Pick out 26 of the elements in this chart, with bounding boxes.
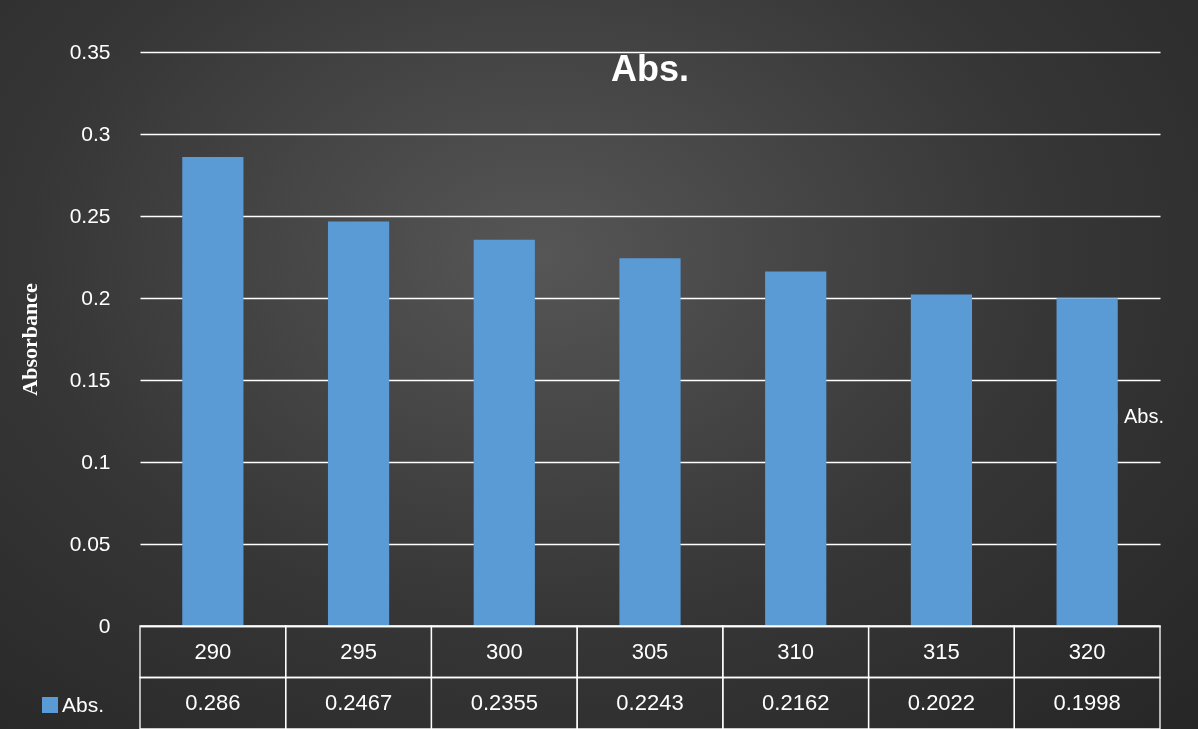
x-tick-label: 295 [340,638,377,664]
y-tick-label: 0.2 [81,285,111,309]
data-label: 0.2022 [907,690,976,716]
y-tick-label: 0 [98,613,111,637]
x-tick-label: 300 [485,638,523,664]
y-tick-label: 0.05 [69,531,111,555]
y-tick-label: 0.25 [69,203,111,227]
text: Abs. [62,693,105,716]
x-tick-label: 305 [631,638,669,664]
x-tick-label: 310 [777,638,815,664]
x-tick-label: 320 [1068,638,1106,664]
data-label: 0.2467 [324,690,393,716]
x-tick-label: 315 [923,638,960,664]
data-label: 0.286 [185,690,241,716]
x-tick-label: 290 [194,638,232,664]
data-label: 0.2243 [616,690,684,716]
y-tick-label: 0.15 [69,367,111,391]
data-label: 0.2355 [470,690,538,716]
chart-title: Abs. [610,48,690,89]
y-tick-label: 0.35 [69,39,111,63]
y-axis-title: Absorbance [16,283,42,396]
legend-label: Abs. [1124,405,1165,427]
y-tick-label: 0.3 [81,121,111,145]
data-label: 0.1998 [1053,690,1121,716]
y-tick-label: 0.1 [81,449,111,473]
data-label: 0.2162 [762,690,830,716]
